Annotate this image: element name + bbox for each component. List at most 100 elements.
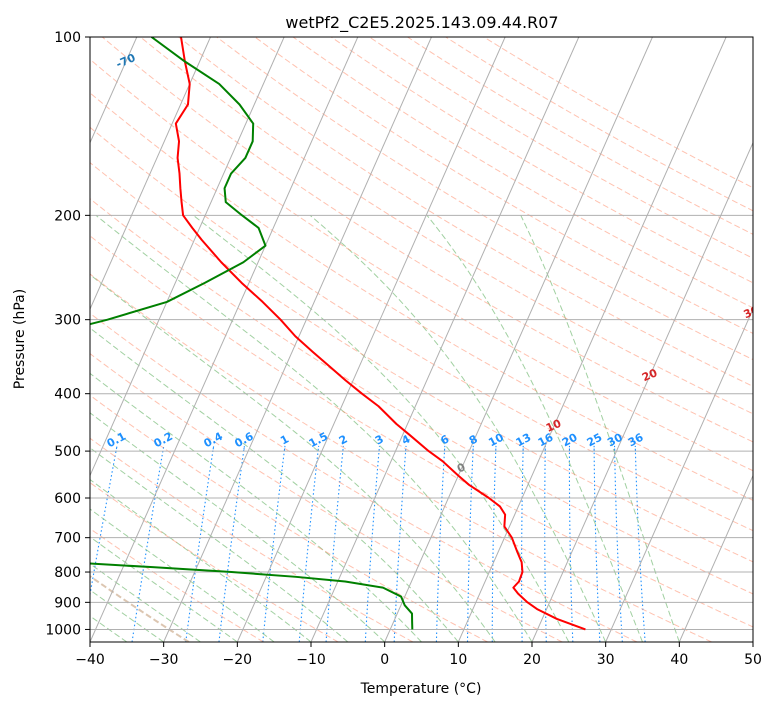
isotherm: [678, 474, 753, 642]
isotherm: [605, 307, 753, 642]
x-tick-label: 20: [523, 652, 541, 668]
y-tick-label: 600: [54, 491, 81, 507]
mixing-ratio-line: [185, 445, 215, 642]
dry-adiabat: [254, 37, 753, 334]
isotherm: [90, 37, 138, 144]
moist-adiabat: [90, 478, 312, 642]
mixing-ratio-line: [262, 445, 286, 642]
y-tick-label: 1000: [45, 622, 81, 638]
moist-adiabat: [90, 589, 164, 642]
mixing-ratio-line: [131, 445, 165, 642]
y-tick-label: 700: [54, 531, 81, 547]
mixing-ratio-label: 36: [626, 431, 646, 450]
isotherm: [384, 37, 653, 642]
y-tick-label: 200: [54, 208, 81, 224]
moist-adiabat: [90, 412, 386, 642]
moist-adiabat: [90, 273, 496, 642]
mixing-ratio-line: [218, 445, 245, 642]
x-tick-label: −20: [223, 652, 253, 668]
y-tick-label: 800: [54, 565, 81, 581]
mixing-ratio-line: [614, 445, 623, 642]
y-tick-label: 500: [54, 444, 81, 460]
isotherm: [531, 141, 753, 642]
plot-area: -100-90-80-70-60-50-40-30-20-10010203040…: [90, 37, 762, 642]
mixing-ratio-line: [593, 445, 601, 642]
y-axis: 1000 900 800 700 600 500 400 300 200 100: [45, 30, 90, 638]
mixing-ratio-line: [466, 445, 474, 642]
moist-adiabat: [90, 563, 201, 642]
moist-adiabat: [95, 214, 533, 642]
dry-adiabat: [101, 37, 753, 443]
isotherm: [90, 37, 211, 311]
pressure-gridlines: [90, 37, 753, 630]
mixing-ratio-line: [90, 445, 118, 598]
mixing-ratio-label: 10: [486, 431, 506, 450]
moist-adiabat: [90, 508, 275, 642]
mixing-ratio-label: 16: [536, 431, 556, 450]
mixing-ratio-label: 20: [560, 431, 580, 450]
moist-adiabat: [90, 447, 349, 642]
dewpoint-line: [90, 37, 414, 630]
y-axis-label: Pressure (hPa): [12, 289, 28, 389]
moist-adiabat: [90, 536, 238, 642]
mixing-ratio-line: [634, 445, 646, 642]
isotherms: [90, 37, 753, 642]
x-tick-label: 0: [380, 652, 389, 668]
dry-adiabat: [330, 37, 753, 284]
moist-adiabat: [192, 214, 570, 642]
dry-adiabat: [90, 92, 753, 501]
x-tick-label: 40: [670, 652, 688, 668]
temperature-line: [174, 37, 586, 631]
dry-adiabat: [90, 126, 753, 532]
mixing-ratio-line: [491, 445, 497, 642]
x-axis: −40 −30 −20 −10 0 10 20 30 40 50: [75, 642, 762, 668]
dry-adiabat: [90, 312, 638, 642]
mixing-ratio-label: 13: [514, 431, 534, 450]
dry-adiabat: [90, 273, 712, 642]
profile-series: [90, 37, 586, 631]
dry-adiabat: [90, 575, 190, 642]
moist-adiabats: [90, 214, 680, 642]
x-tick-label: 50: [744, 652, 762, 668]
moist-adiabat: [309, 214, 607, 642]
mixing-ratio-line: [364, 445, 381, 642]
y-tick-label: 400: [54, 387, 81, 403]
isotherm-label: 20: [640, 366, 660, 384]
isotherm: [90, 37, 285, 477]
x-tick-label: −30: [149, 652, 179, 668]
dry-adiabat: [140, 37, 753, 415]
isotherm: [457, 37, 727, 642]
x-axis-label: Temperature (°C): [360, 681, 482, 697]
moist-adiabat: [90, 372, 422, 642]
moist-adiabat: [520, 215, 680, 642]
dry-adiabat: [90, 482, 339, 642]
mixing-ratio-label: 25: [585, 431, 605, 450]
y-tick-label: 300: [54, 313, 81, 329]
mixing-ratio-line: [298, 445, 320, 642]
dry-adiabat: [178, 37, 753, 387]
isotherm: [90, 37, 359, 642]
isotherm-label: 10: [544, 417, 564, 435]
x-tick-label: −10: [296, 652, 326, 668]
mixing-ratio-line: [568, 445, 574, 642]
dry-adiabat: [90, 394, 488, 642]
x-tick-label: −40: [75, 652, 105, 668]
plot-frame: [89, 36, 754, 643]
y-tick-label: 900: [54, 595, 81, 611]
dry-adiabat: [90, 353, 563, 642]
isotherm-label: 30: [742, 303, 762, 321]
y-tick-label: 100: [54, 30, 81, 46]
isotherm: [236, 37, 506, 642]
moist-adiabat: [426, 215, 643, 642]
isotherm: [310, 37, 580, 642]
chart-title: wetPf2_C2E5.2025.143.09.44.R07: [285, 13, 558, 33]
moist-adiabat: [90, 327, 459, 642]
x-tick-label: 10: [449, 652, 467, 668]
x-tick-label: 30: [597, 652, 615, 668]
mixing-ratio-label: 30: [605, 431, 625, 450]
mixing-ratio-line: [325, 445, 344, 642]
dry-adiabat: [90, 58, 753, 472]
dry-adiabat: [90, 235, 753, 628]
dry-adiabat: [216, 37, 753, 361]
